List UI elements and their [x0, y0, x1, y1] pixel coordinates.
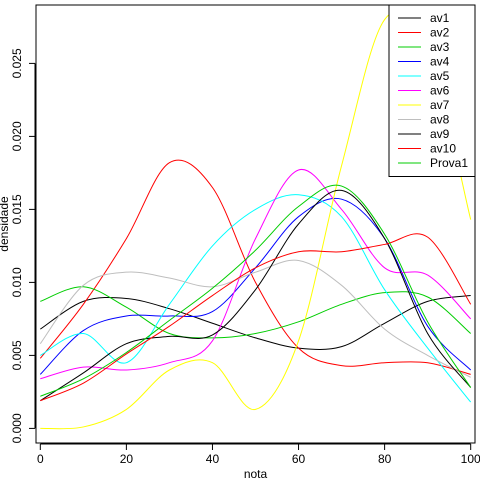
- x-tick-label-60: 60: [292, 452, 306, 466]
- x-tick-label-80: 80: [378, 452, 392, 466]
- y-axis-label: densidade: [0, 196, 11, 252]
- legend-label-av10: av10: [430, 142, 456, 156]
- legend-label-av1: av1: [430, 11, 450, 25]
- legend-label-av6: av6: [430, 84, 450, 98]
- x-tick-label-0: 0: [37, 452, 44, 466]
- y-tick-label-4: 0.020: [10, 121, 24, 151]
- series-line-prova1: [40, 184, 472, 397]
- x-tick-label-40: 40: [206, 452, 220, 466]
- legend-label-av2: av2: [430, 26, 450, 40]
- legend-label-prova1: Prova1: [430, 156, 468, 170]
- series-line-av2: [39, 159, 471, 375]
- y-tick-label-2: 0.010: [10, 267, 24, 297]
- legend-label-av7: av7: [430, 98, 450, 112]
- y-tick-label-3: 0.015: [10, 194, 24, 224]
- series-line-av3: [40, 286, 472, 339]
- series-line-av4: [39, 197, 472, 375]
- legend-label-av4: av4: [430, 55, 450, 69]
- series-line-av6: [40, 169, 472, 380]
- legend-label-av9: av9: [430, 127, 450, 141]
- series-line-av8: [39, 259, 471, 378]
- series-line-av9: [40, 189, 472, 402]
- series-layer: [39, 10, 472, 430]
- x-tick-label-100: 100: [461, 452, 480, 466]
- y-tick-label-5: 0.025: [10, 48, 24, 78]
- legend-label-av3: av3: [430, 40, 450, 54]
- series-line-av10: [40, 233, 472, 402]
- x-axis-label: nota: [244, 467, 268, 480]
- y-tick-label-1: 0.005: [10, 340, 24, 370]
- legend-label-av5: av5: [430, 69, 450, 83]
- plot-frame: [35, 4, 476, 444]
- x-axis: 0 20 40 60 80 100: [37, 443, 480, 466]
- y-tick-label-0: 0.000: [10, 413, 24, 443]
- x-tick-label-20: 20: [120, 452, 134, 466]
- legend-label-av8: av8: [430, 113, 450, 127]
- y-axis: 0.000 0.005 0.010 0.015 0.020 0.025: [10, 48, 36, 443]
- series-line-av1: [40, 295, 471, 350]
